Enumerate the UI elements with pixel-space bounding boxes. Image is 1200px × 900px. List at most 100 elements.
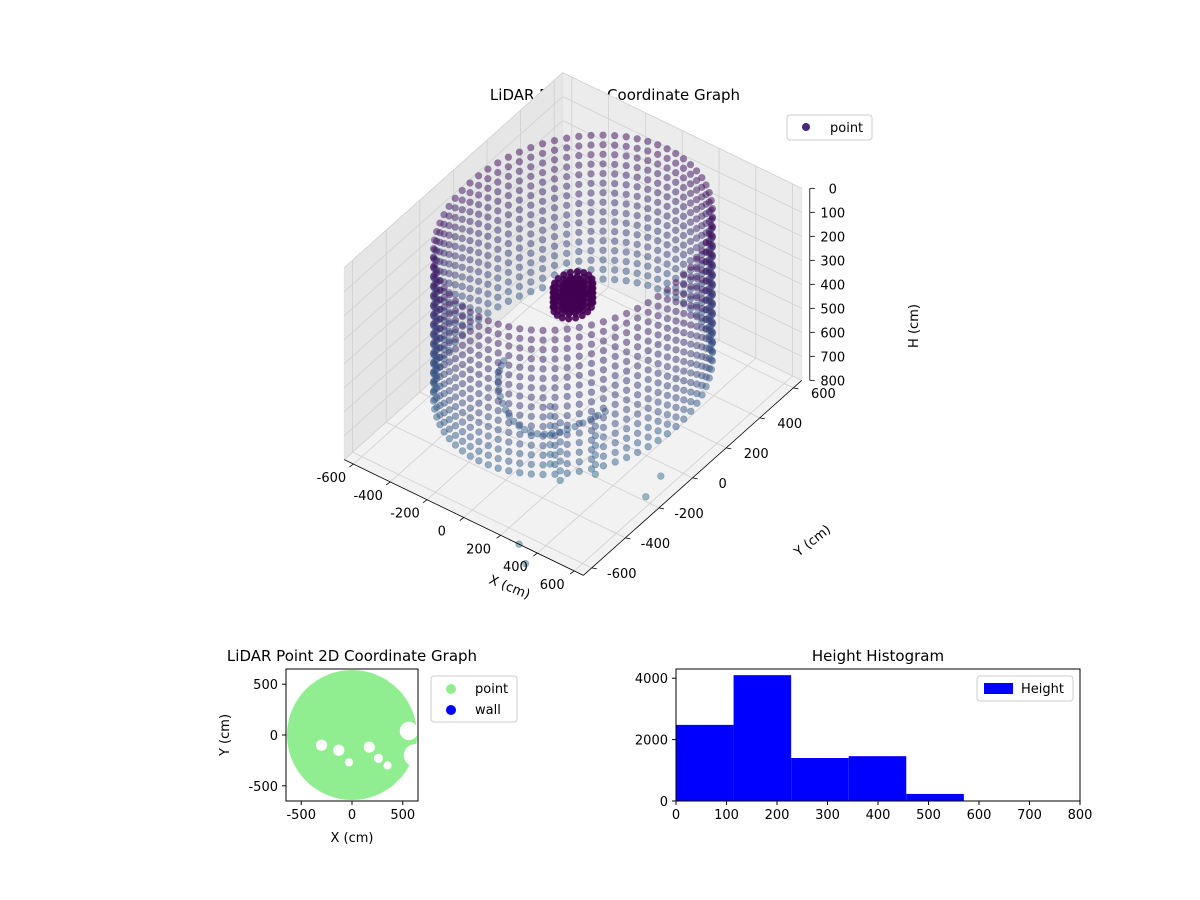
data-point: [550, 261, 559, 270]
data-point: [527, 182, 535, 190]
data-point: [563, 431, 571, 439]
x-tick-label: -600: [317, 471, 347, 486]
data-point: [622, 453, 631, 462]
data-point: [563, 421, 571, 429]
data-point: [516, 325, 524, 333]
data-point: [475, 418, 483, 427]
data-point: [599, 150, 607, 159]
data-point: [575, 362, 583, 370]
data-point: [445, 358, 454, 366]
data-point: [611, 381, 619, 389]
data-point: [458, 428, 467, 436]
data-point: [445, 291, 454, 299]
data-point: [610, 189, 619, 197]
data-point: [633, 410, 642, 418]
data-point: [644, 356, 652, 364]
data-point: [671, 265, 680, 273]
data-point: [663, 154, 671, 163]
chart-3d-axes: -600-400-2000200400600-600-400-200020040…: [317, 182, 846, 593]
data-point: [702, 181, 710, 189]
chart-3d-ylabel: Y (cm): [791, 522, 834, 560]
data-point: [458, 206, 466, 214]
data-point: [550, 136, 559, 145]
data-point: [672, 307, 680, 316]
data-point: [458, 437, 467, 445]
data-point: [475, 409, 483, 417]
data-point: [708, 204, 717, 213]
data-point: [458, 303, 467, 311]
data-point: [527, 278, 535, 286]
data-point: [474, 181, 483, 190]
x-tick: [349, 463, 354, 468]
data-point: [686, 180, 695, 188]
data-point: [516, 392, 524, 400]
x-tick: [533, 552, 538, 557]
data-point: [527, 220, 535, 229]
data-point: [505, 457, 513, 465]
data-point: [622, 219, 630, 227]
data-point: [538, 168, 547, 177]
data-point: [539, 461, 547, 469]
data-point: [599, 246, 607, 255]
data-point: [504, 249, 513, 257]
data-point: [475, 313, 483, 321]
data-point: [657, 472, 665, 480]
data-point: [633, 314, 642, 322]
data-point: [564, 315, 573, 323]
data-point: [505, 419, 513, 427]
data-point: [539, 403, 547, 411]
y-axis-line: [583, 380, 803, 576]
data-point: [458, 380, 467, 388]
data-point: [644, 272, 652, 280]
chart-3d: LiDAR Point 3D Coordinate Graph -600-400…: [317, 71, 922, 603]
y-tick-label: -600: [607, 567, 637, 582]
data-point: [466, 208, 474, 216]
y-tick-label: 600: [811, 387, 836, 402]
data-point: [539, 470, 547, 479]
data-point: [466, 179, 474, 187]
data-point: [587, 455, 596, 464]
data-point: [516, 469, 524, 477]
data-point: [474, 239, 483, 247]
data-point: [494, 188, 502, 196]
data-point: [466, 227, 474, 235]
z-tick-label: 0: [829, 182, 837, 197]
data-point: [672, 374, 680, 383]
data-point: [505, 409, 513, 417]
data-point: [663, 279, 671, 287]
data-point: [484, 432, 492, 440]
data-point: [515, 234, 524, 243]
data-point: [494, 197, 502, 206]
data-point: [484, 461, 492, 469]
data-point: [429, 253, 438, 261]
data-point: [575, 400, 583, 408]
data-point: [686, 218, 695, 226]
data-point: [587, 227, 595, 236]
data-point: [575, 142, 583, 150]
x-tick-label: -500: [286, 808, 316, 823]
data-point: [563, 335, 571, 343]
data-point: [599, 375, 608, 384]
data-point: [484, 345, 492, 354]
data-point: [504, 287, 513, 296]
data-point: [539, 384, 547, 392]
data-point: [672, 384, 680, 392]
data-point: [599, 442, 608, 451]
data-point: [474, 287, 483, 295]
data-point: [516, 373, 524, 381]
data-point: [599, 275, 607, 283]
data-point: [575, 342, 583, 351]
data-point: [644, 318, 652, 326]
data-point: [654, 398, 662, 406]
data-point: [599, 452, 608, 460]
data-point: [563, 450, 571, 458]
z-tick-label: 700: [820, 350, 845, 365]
data-point: [687, 273, 695, 281]
data-point: [494, 320, 502, 328]
data-point: [474, 220, 483, 228]
data-point: [599, 394, 608, 403]
data-point: [679, 222, 688, 230]
data-point: [575, 323, 583, 332]
data-point: [663, 221, 671, 230]
